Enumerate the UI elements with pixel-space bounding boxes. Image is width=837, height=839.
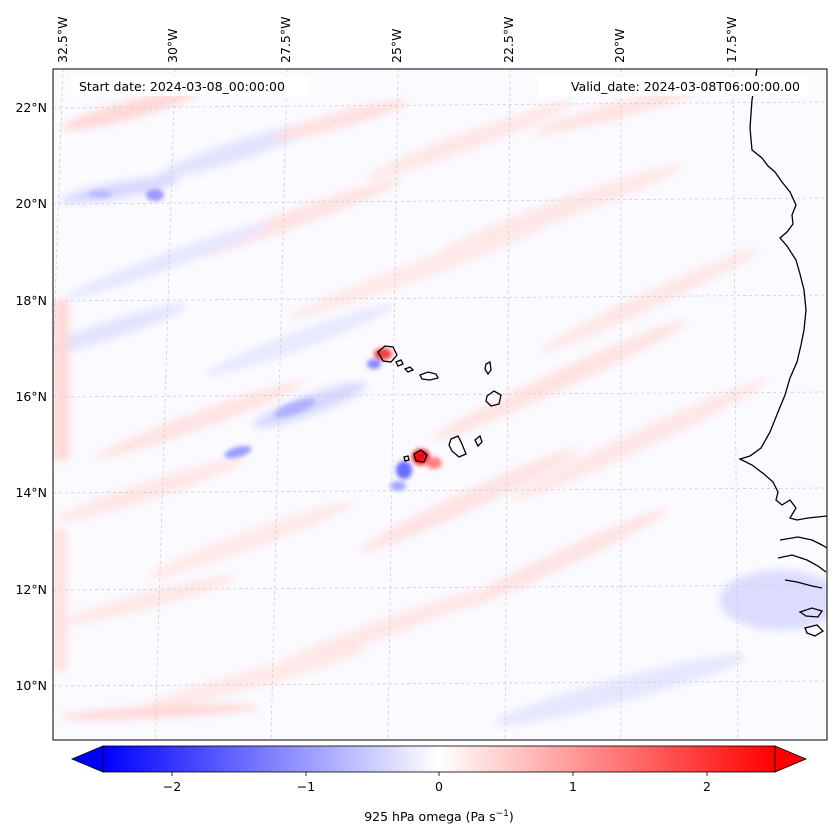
- colorbar-tick-label: 2: [703, 779, 711, 794]
- island-santo-antao: [377, 345, 398, 363]
- island-sal: [484, 361, 492, 376]
- start-date-label: Start date: 2024-03-08_00:00:00: [79, 79, 285, 94]
- island-santa-luzia: [403, 366, 415, 373]
- colorbar-gradient: [102, 745, 776, 773]
- island-santiago: [448, 435, 467, 458]
- colorbar-ticks: [171, 772, 708, 776]
- lat-label: 14°N: [15, 485, 47, 500]
- updraft-north: [374, 348, 392, 360]
- downdraft-south: [396, 461, 412, 479]
- africa-coastline: [738, 69, 827, 521]
- island-sao-nicolau: [419, 371, 439, 381]
- omega-field: [53, 85, 827, 726]
- valid-date-label: Valid_date: 2024-03-08T06:00:00.00: [571, 79, 800, 94]
- lon-label: 22.5°W: [501, 17, 516, 63]
- colorbar-axis-label: 925 hPa omega (Pa s−1): [364, 809, 514, 824]
- colorbar-tick-label: 1: [569, 779, 577, 794]
- island-fogo: [413, 449, 428, 463]
- lat-label: 22°N: [15, 100, 47, 115]
- longitude-labels: 32.5°W 30°W 27.5°W 25°W 22.5°W 20°W 17.5…: [55, 17, 739, 63]
- colorbar-tick-label: −1: [297, 779, 315, 794]
- cape-verde-islands: [377, 345, 502, 463]
- lon-label: 32.5°W: [55, 17, 70, 63]
- lon-label: 25°W: [389, 28, 404, 63]
- lon-label: 27.5°W: [278, 17, 293, 63]
- colorbar-tick-label: −2: [163, 779, 181, 794]
- colorbar: −2 −1 0 1 2 925 hPa omega (Pa s−1): [70, 745, 808, 824]
- lon-label: 30°W: [165, 28, 180, 63]
- island-maio: [474, 434, 483, 448]
- lat-label: 10°N: [15, 678, 47, 693]
- island-boa-vista: [485, 390, 502, 407]
- island-brava: [403, 455, 410, 462]
- map-frame: [52, 68, 828, 741]
- lon-label: 20°W: [612, 28, 627, 63]
- island-sao-vicente: [395, 359, 404, 367]
- latitude-labels: 22°N 20°N 18°N 16°N 14°N 12°N 10°N: [15, 100, 47, 693]
- lat-label: 16°N: [15, 389, 47, 404]
- lat-label: 18°N: [15, 293, 47, 308]
- colorbar-right-extension: [774, 745, 808, 773]
- colorbar-tick-label: 0: [435, 779, 443, 794]
- start-date-box: [71, 76, 309, 96]
- map-axes: [53, 69, 827, 740]
- colorbar-left-extension: [70, 745, 104, 773]
- gridlines: [53, 69, 827, 740]
- coastlines: [738, 69, 827, 637]
- lon-label: 17.5°W: [724, 17, 739, 63]
- lat-label: 20°N: [15, 196, 47, 211]
- valid-date-box: [538, 76, 808, 96]
- lat-label: 12°N: [15, 582, 47, 597]
